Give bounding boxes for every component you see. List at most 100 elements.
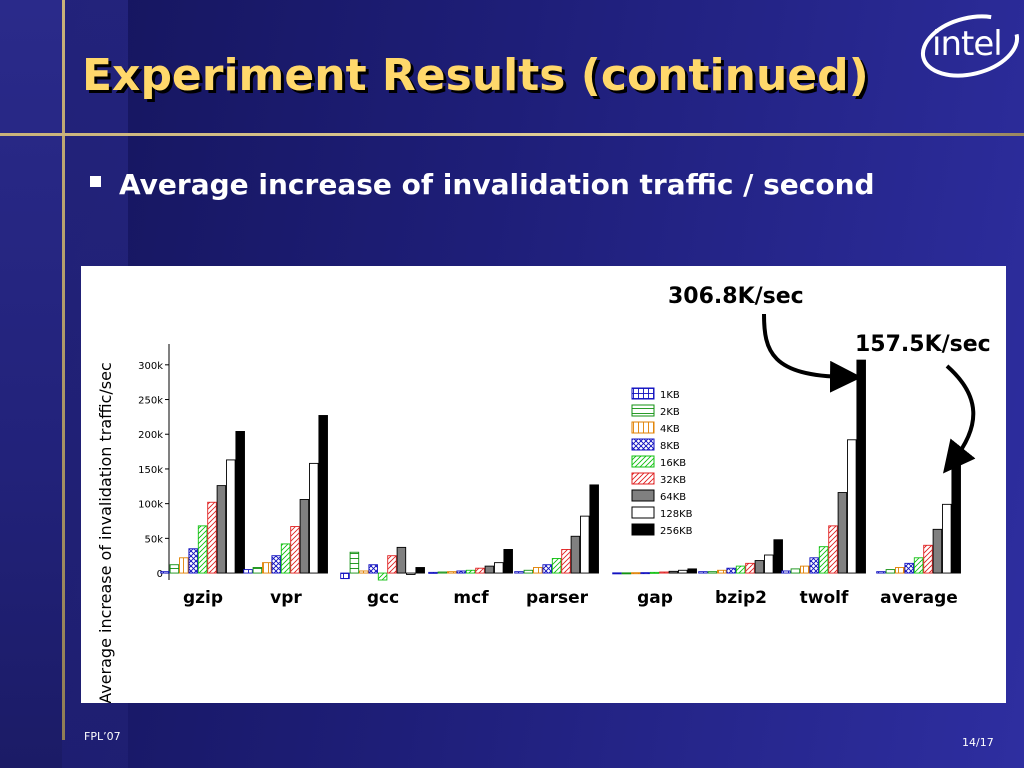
bar-average-256KB bbox=[951, 463, 961, 574]
bar-parser-4KB bbox=[533, 567, 543, 574]
legend-label: 64KB bbox=[660, 492, 686, 503]
bar-twolf-256KB bbox=[856, 359, 866, 574]
bar-parser-16KB bbox=[551, 558, 562, 574]
bar-gzip-256KB bbox=[235, 431, 245, 574]
x-tick-label: twolf bbox=[800, 588, 849, 608]
bar-gcc-256KB bbox=[415, 567, 425, 574]
bar-vpr-128KB bbox=[309, 462, 319, 574]
bar-bzip2-1KB bbox=[698, 571, 708, 574]
y-tick-label: 0 bbox=[157, 569, 163, 580]
legend-swatch bbox=[631, 438, 655, 451]
bar-bzip2-16KB bbox=[735, 565, 746, 574]
bullet-square-icon bbox=[90, 176, 101, 187]
bar-mcf-2KB bbox=[437, 571, 448, 574]
peak-annotation-average: 157.5K/sec bbox=[855, 332, 991, 357]
legend-swatch bbox=[631, 489, 655, 502]
x-tick-label: vpr bbox=[270, 588, 302, 608]
bar-average-32KB bbox=[923, 544, 933, 574]
bar-bzip2-64KB bbox=[754, 560, 765, 574]
bar-vpr-2KB bbox=[252, 567, 263, 574]
x-tick-label: gcc bbox=[367, 588, 399, 608]
bar-twolf-32KB bbox=[828, 525, 838, 574]
legend-label: 8KB bbox=[660, 441, 680, 452]
y-axis-label: Average increase of invalidation traffic… bbox=[96, 362, 115, 703]
bar-gzip-128KB bbox=[226, 459, 236, 574]
footer-conference: FPL’07 bbox=[84, 730, 121, 743]
bar-mcf-16KB bbox=[465, 569, 476, 574]
bar-parser-64KB bbox=[570, 535, 581, 574]
x-tick-label: bzip2 bbox=[715, 588, 767, 608]
y-tick-label: 150k bbox=[138, 465, 163, 476]
arrow-average bbox=[943, 364, 976, 474]
bar-average-128KB bbox=[942, 503, 952, 574]
bar-bzip2-32KB bbox=[745, 562, 755, 574]
bar-gcc-4KB bbox=[359, 570, 369, 574]
bar-bzip2-4KB bbox=[717, 569, 727, 574]
bar-mcf-64KB bbox=[484, 565, 495, 574]
bar-gzip-8KB bbox=[188, 548, 198, 574]
x-tick-label: average bbox=[880, 588, 958, 608]
bar-gap-1KB bbox=[612, 572, 622, 575]
arrow-twolf bbox=[762, 313, 862, 393]
bullet-item: Average increase of invalidation traffic… bbox=[90, 168, 875, 201]
legend-label: 128KB bbox=[660, 509, 693, 520]
legend-label: 16KB bbox=[660, 458, 686, 469]
bar-gcc-32KB bbox=[387, 555, 397, 574]
legend-label: 2KB bbox=[660, 407, 680, 418]
bar-gap-256KB bbox=[687, 568, 697, 574]
slide-title: Experiment Results (continued) bbox=[82, 50, 869, 101]
bar-gcc-8KB bbox=[368, 564, 378, 574]
left-strip bbox=[0, 0, 62, 768]
bar-vpr-1KB bbox=[243, 569, 253, 574]
bar-bzip2-8KB bbox=[726, 567, 736, 574]
bar-average-64KB bbox=[932, 528, 943, 574]
bar-gcc-1KB bbox=[340, 572, 350, 580]
legend-swatch bbox=[631, 506, 655, 519]
bar-gap-32KB bbox=[659, 571, 669, 574]
bar-mcf-32KB bbox=[475, 567, 485, 574]
bar-gap-8KB bbox=[640, 572, 650, 575]
y-tick-label: 100k bbox=[138, 500, 163, 511]
x-tick-label: gzip bbox=[183, 588, 223, 608]
bar-mcf-1KB bbox=[428, 571, 438, 574]
bar-parser-256KB bbox=[589, 484, 599, 574]
bar-gap-4KB bbox=[631, 572, 641, 575]
bar-gap-128KB bbox=[678, 569, 688, 574]
bar-twolf-8KB bbox=[809, 557, 819, 574]
bar-gap-16KB bbox=[649, 571, 660, 574]
bar-mcf-8KB bbox=[456, 570, 466, 574]
bar-parser-32KB bbox=[561, 549, 571, 574]
bar-twolf-16KB bbox=[818, 546, 829, 574]
bar-gcc-16KB bbox=[377, 572, 388, 581]
bar-vpr-32KB bbox=[290, 526, 300, 574]
legend-label: 4KB bbox=[660, 424, 680, 435]
legend-label: 1KB bbox=[660, 390, 680, 401]
x-tick-label: gap bbox=[637, 588, 673, 608]
bar-parser-2KB bbox=[523, 569, 534, 574]
x-tick-label: mcf bbox=[453, 588, 489, 608]
legend-swatch bbox=[631, 421, 655, 434]
bar-gcc-64KB bbox=[396, 546, 407, 574]
bar-twolf-128KB bbox=[847, 439, 857, 574]
bar-gap-64KB bbox=[668, 570, 679, 574]
bar-gzip-32KB bbox=[207, 501, 217, 574]
legend-swatch bbox=[631, 523, 655, 536]
bar-average-2KB bbox=[885, 569, 896, 574]
bar-mcf-128KB bbox=[494, 562, 504, 574]
legend-label: 32KB bbox=[660, 475, 686, 486]
horizontal-accent-line bbox=[0, 133, 1024, 136]
bar-gcc-128KB bbox=[406, 572, 416, 575]
bar-vpr-16KB bbox=[280, 543, 291, 574]
bar-parser-8KB bbox=[542, 564, 552, 574]
bar-twolf-4KB bbox=[800, 565, 810, 574]
bar-mcf-256KB bbox=[503, 549, 513, 574]
bar-average-8KB bbox=[904, 562, 914, 574]
bar-gzip-16KB bbox=[197, 525, 208, 574]
legend-swatch bbox=[631, 455, 655, 468]
bar-gcc-2KB bbox=[349, 551, 360, 574]
bar-vpr-256KB bbox=[318, 415, 328, 574]
bar-parser-1KB bbox=[514, 571, 524, 574]
bar-average-16KB bbox=[913, 557, 924, 574]
legend-swatch bbox=[631, 387, 655, 400]
intel-logo bbox=[920, 14, 1020, 78]
